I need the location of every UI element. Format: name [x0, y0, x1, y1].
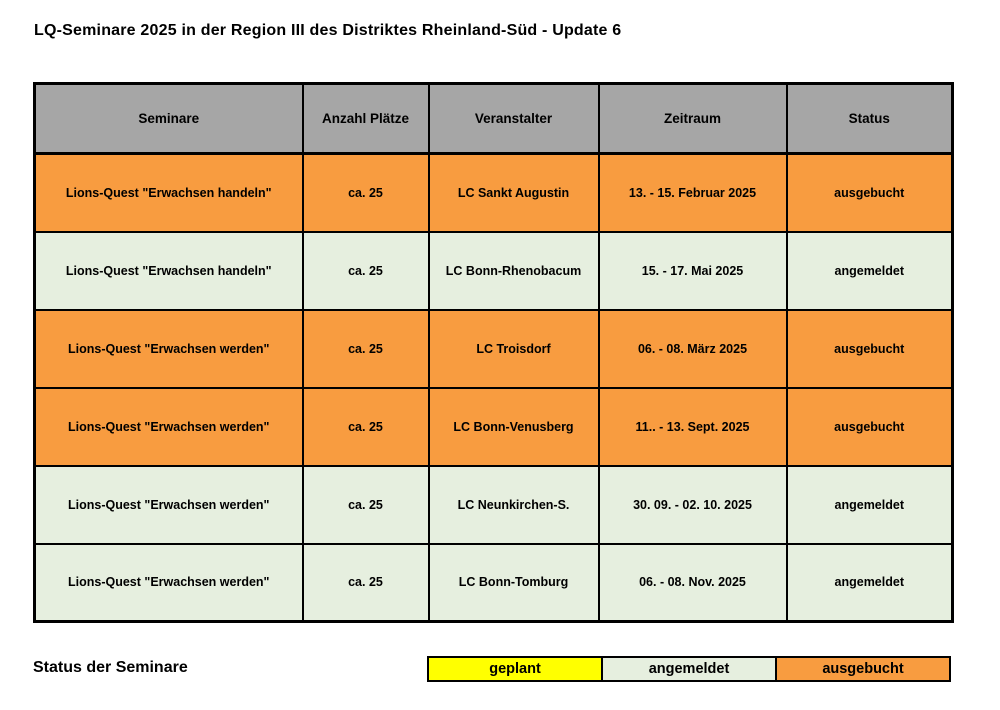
cell-status: angemeldet [785, 542, 954, 623]
cell-status: ausgebucht [785, 308, 954, 389]
cell-zeitraum: 11.. - 13. Sept. 2025 [597, 386, 788, 467]
cell-veranstalter: LC Neunkirchen-S. [427, 464, 600, 545]
cell-anzahl: ca. 25 [301, 464, 430, 545]
column-header-seminare: Seminare [33, 82, 304, 155]
cell-status: ausgebucht [785, 152, 954, 233]
cell-anzahl: ca. 25 [301, 152, 430, 233]
cell-zeitraum: 13. - 15. Februar 2025 [597, 152, 788, 233]
cell-anzahl: ca. 25 [301, 230, 430, 311]
cell-status: angemeldet [785, 230, 954, 311]
table-row: Lions-Quest "Erwachsen werden" ca. 25 LC… [33, 386, 954, 467]
cell-zeitraum: 06. - 08. Nov. 2025 [597, 542, 788, 623]
cell-anzahl: ca. 25 [301, 308, 430, 389]
column-header-zeitraum: Zeitraum [597, 82, 788, 155]
cell-status: angemeldet [785, 464, 954, 545]
cell-veranstalter: LC Bonn-Rhenobacum [427, 230, 600, 311]
status-legend: geplant angemeldet ausgebucht [427, 656, 951, 682]
cell-seminar: Lions-Quest "Erwachsen handeln" [33, 230, 304, 311]
cell-zeitraum: 30. 09. - 02. 10. 2025 [597, 464, 788, 545]
cell-status: ausgebucht [785, 386, 954, 467]
table-row: Lions-Quest "Erwachsen werden" ca. 25 LC… [33, 308, 954, 389]
cell-anzahl: ca. 25 [301, 542, 430, 623]
cell-seminar: Lions-Quest "Erwachsen werden" [33, 464, 304, 545]
cell-seminar: Lions-Quest "Erwachsen handeln" [33, 152, 304, 233]
cell-zeitraum: 15. - 17. Mai 2025 [597, 230, 788, 311]
legend-item-ausgebucht: ausgebucht [775, 656, 951, 682]
seminar-table: Seminare Anzahl Plätze Veranstalter Zeit… [33, 82, 954, 623]
column-header-veranstalter: Veranstalter [427, 82, 600, 155]
page-title: LQ-Seminare 2025 in der Region III des D… [34, 22, 622, 39]
cell-zeitraum: 06. - 08. März 2025 [597, 308, 788, 389]
legend-title: Status der Seminare [33, 659, 188, 676]
cell-veranstalter: LC Bonn-Tomburg [427, 542, 600, 623]
cell-seminar: Lions-Quest "Erwachsen werden" [33, 386, 304, 467]
cell-veranstalter: LC Bonn-Venusberg [427, 386, 600, 467]
column-header-anzahl-plaetze: Anzahl Plätze [301, 82, 430, 155]
table-row: Lions-Quest "Erwachsen handeln" ca. 25 L… [33, 152, 954, 233]
header-row: Seminare Anzahl Plätze Veranstalter Zeit… [33, 82, 954, 155]
legend-item-angemeldet: angemeldet [601, 656, 777, 682]
cell-seminar: Lions-Quest "Erwachsen werden" [33, 308, 304, 389]
cell-anzahl: ca. 25 [301, 386, 430, 467]
table-row: Lions-Quest "Erwachsen handeln" ca. 25 L… [33, 230, 954, 311]
cell-veranstalter: LC Sankt Augustin [427, 152, 600, 233]
cell-seminar: Lions-Quest "Erwachsen werden" [33, 542, 304, 623]
table-row: Lions-Quest "Erwachsen werden" ca. 25 LC… [33, 542, 954, 623]
legend-item-geplant: geplant [427, 656, 603, 682]
cell-veranstalter: LC Troisdorf [427, 308, 600, 389]
table-row: Lions-Quest "Erwachsen werden" ca. 25 LC… [33, 464, 954, 545]
column-header-status: Status [785, 82, 954, 155]
